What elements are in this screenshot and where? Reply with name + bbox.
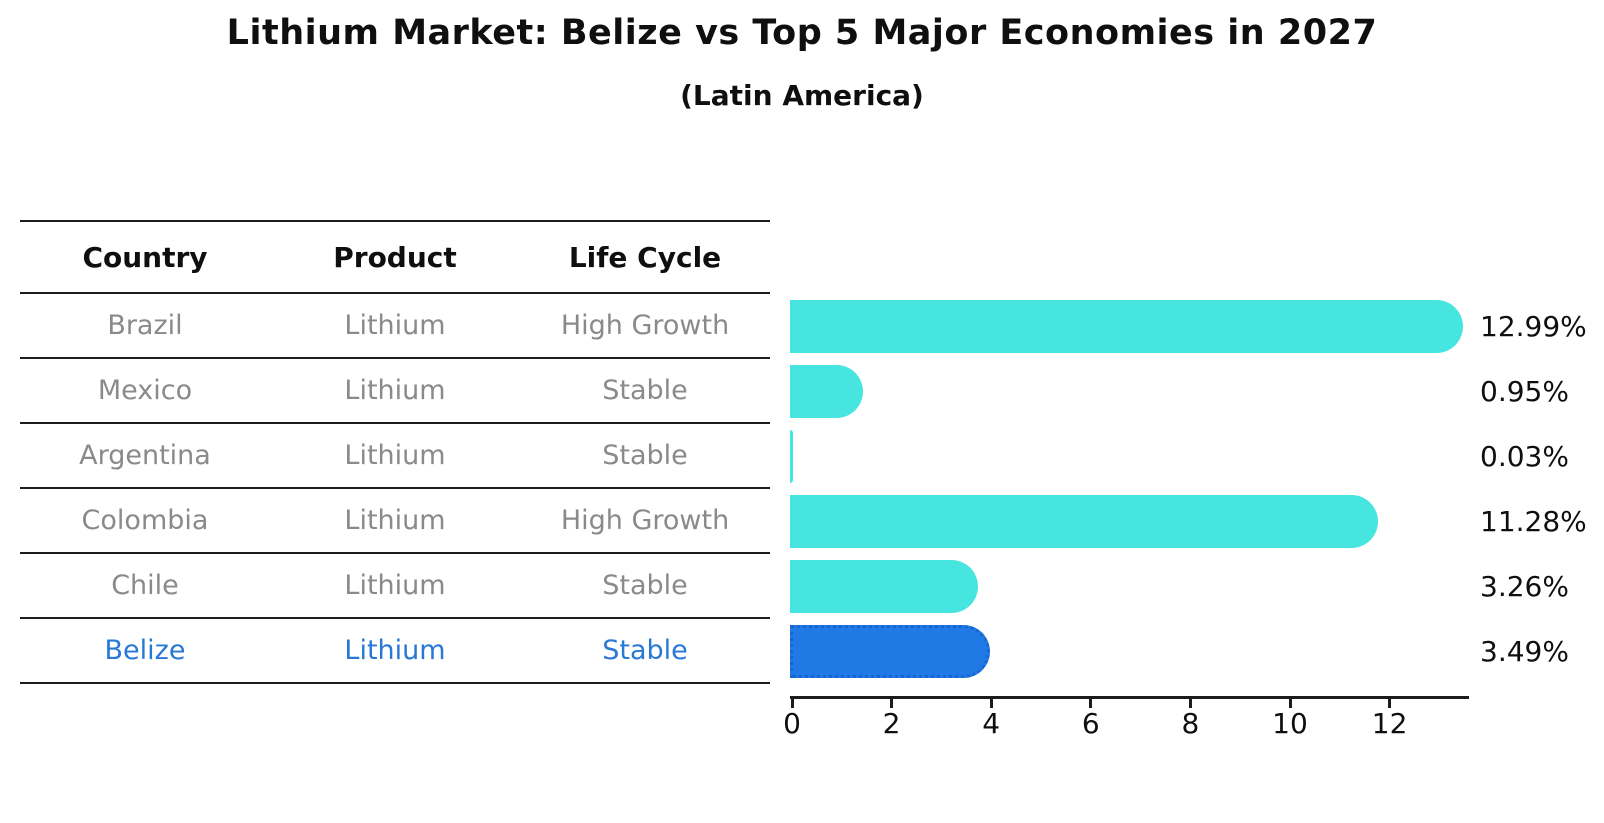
table-row-chile: Chile Lithium Stable <box>20 554 770 619</box>
cell-life-cycle: High Growth <box>560 310 730 341</box>
x-tick-label-2: 2 <box>882 707 901 740</box>
cell-product: Lithium <box>344 635 446 666</box>
cell-country: Chile <box>111 570 179 601</box>
column-header-country: Country <box>82 240 208 274</box>
table-row-argentina: Argentina Lithium Stable <box>20 424 770 489</box>
cell-country: Brazil <box>107 310 183 341</box>
column-header-product: Product <box>333 240 457 274</box>
table-row-brazil: Brazil Lithium High Growth <box>20 294 770 359</box>
bar-chile <box>790 560 979 613</box>
x-tick-mark-8 <box>1188 699 1192 708</box>
cell-life-cycle: High Growth <box>560 505 730 536</box>
cell-life-cycle: Stable <box>602 375 688 406</box>
column-header-life-cycle: Life Cycle <box>568 240 722 274</box>
x-axis-line <box>790 696 1469 699</box>
table-body: Brazil Lithium High Growth Mexico Lithium Sta… <box>20 294 770 684</box>
cell-product: Lithium <box>344 570 446 601</box>
bar-argentina <box>790 430 793 483</box>
cell-product: Lithium <box>344 440 446 471</box>
value-label-brazil: 12.99% <box>1480 310 1587 343</box>
value-label-chile: 3.26% <box>1480 570 1569 603</box>
x-tick-mark-4 <box>989 699 993 708</box>
cell-product: Lithium <box>344 310 446 341</box>
cell-product: Lithium <box>344 375 446 406</box>
x-tick-label-0: 0 <box>783 707 801 740</box>
chart-subtitle: (Latin America) <box>680 79 924 112</box>
value-label-belize: 3.49% <box>1480 635 1569 668</box>
cell-product: Lithium <box>344 505 446 536</box>
bar-belize <box>790 625 990 678</box>
value-label-mexico: 0.95% <box>1480 375 1569 408</box>
x-tick-label-10: 10 <box>1272 707 1308 740</box>
cell-life-cycle: Stable <box>602 440 688 471</box>
table-row-belize: Belize Lithium Stable <box>20 619 770 684</box>
table-header-row: Country Product Life Cycle <box>20 222 770 294</box>
x-tick-label-12: 12 <box>1371 707 1408 740</box>
x-tick-label-4: 4 <box>982 707 1001 740</box>
cell-country: Mexico <box>97 375 193 406</box>
x-tick-mark-10 <box>1288 699 1292 708</box>
cell-life-cycle: Stable <box>602 570 688 601</box>
x-tick-label-6: 6 <box>1081 707 1100 740</box>
cell-country: Belize <box>104 635 186 666</box>
country-table: Country Product Life Cycle Brazil Lithium… <box>20 220 770 684</box>
bar-mexico <box>790 365 864 418</box>
chart-title: Lithium Market: Belize vs Top 5 Major Ec… <box>226 13 1378 53</box>
cell-country: Argentina <box>79 440 211 471</box>
x-tick-label-8: 8 <box>1181 707 1200 740</box>
cell-life-cycle: Stable <box>602 635 688 666</box>
x-tick-mark-0 <box>790 699 794 708</box>
value-label-colombia: 11.28% <box>1480 505 1587 538</box>
bar-brazil <box>790 300 1463 353</box>
x-tick-mark-6 <box>1089 699 1093 708</box>
table-row-mexico: Mexico Lithium Stable <box>20 359 770 424</box>
bar-colombia <box>790 495 1378 548</box>
x-tick-mark-12 <box>1388 699 1392 708</box>
value-label-argentina: 0.03% <box>1480 440 1569 473</box>
cell-country: Colombia <box>81 505 209 536</box>
x-tick-mark-2 <box>890 699 894 708</box>
table-row-colombia: Colombia Lithium High Growth <box>20 489 770 554</box>
